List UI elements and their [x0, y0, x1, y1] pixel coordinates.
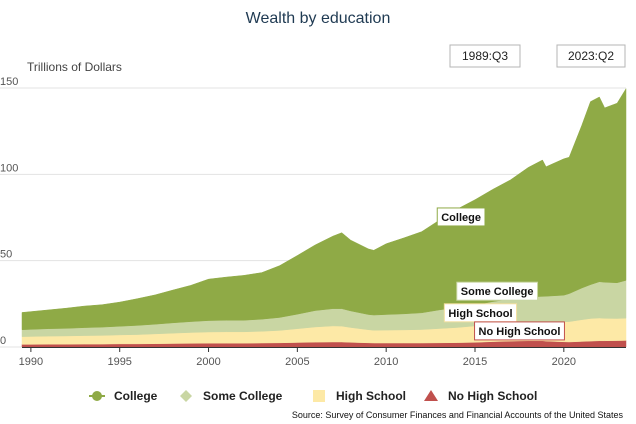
legend-marker: [92, 391, 102, 401]
range-start-box[interactable]: [449, 44, 521, 68]
legend-label: No High School: [448, 389, 537, 403]
legend-label: High School: [336, 389, 406, 403]
range-selector[interactable]: 1989:Q3 2023:Q2: [449, 44, 626, 68]
area-college: [21, 87, 627, 330]
y-tick-label: 0: [0, 335, 6, 347]
annotation-box: [474, 321, 565, 341]
y-tick-label: 150: [0, 76, 18, 88]
legend-item-high-school[interactable]: High School: [313, 389, 406, 403]
x-tick-label: 2000: [196, 356, 220, 368]
range-end-label[interactable]: 2023:Q2: [568, 49, 614, 63]
legend-item-college[interactable]: College: [89, 389, 158, 403]
range-end-box[interactable]: [556, 44, 626, 68]
annotation-no-high-school: No High School: [474, 321, 565, 341]
legend-label: College: [114, 389, 158, 403]
legend-marker: [180, 390, 192, 402]
legend-label: Some College: [203, 389, 283, 403]
legend-marker: [424, 390, 438, 401]
annotation-label: College: [441, 212, 481, 224]
annotation-high-school: High School: [443, 303, 518, 323]
annotation-box: [436, 207, 486, 227]
y-unit-label: Trillions of Dollars: [27, 60, 122, 74]
x-axis: 1990 1995 2000 2005 2010 2015 2020: [19, 347, 626, 368]
x-tick-label: 2010: [374, 356, 398, 368]
legend-item-some-college[interactable]: Some College: [180, 389, 283, 403]
legend-marker: [313, 390, 325, 402]
annotation-some-college: Some College: [456, 281, 539, 301]
annotation-label: No High School: [479, 326, 561, 338]
x-tick-label: 1995: [107, 356, 131, 368]
x-tick-label: 1990: [19, 356, 43, 368]
annotation-box: [456, 281, 539, 301]
range-start-label[interactable]: 1989:Q3: [462, 49, 508, 63]
area-series: [21, 87, 627, 348]
annotation-college: College: [436, 207, 486, 227]
x-tick-label: 2020: [552, 356, 576, 368]
legend[interactable]: College Some College High School No High Sc…: [89, 389, 537, 403]
y-tick-label: 50: [0, 249, 12, 261]
series-annotations: College Some College High School No High Sc…: [436, 207, 565, 341]
y-tick-label: 100: [0, 162, 18, 174]
chart-title: Wealth by education: [246, 10, 391, 27]
y-axis: 0 50 100 150: [0, 76, 18, 347]
x-tick-label: 2005: [285, 356, 309, 368]
source-note: Source: Survey of Consumer Finances and …: [292, 410, 624, 420]
annotation-label: Some College: [461, 286, 534, 298]
legend-item-no-high-school[interactable]: No High School: [424, 389, 537, 403]
annotation-label: High School: [448, 308, 512, 320]
x-tick-label: 2015: [463, 356, 487, 368]
